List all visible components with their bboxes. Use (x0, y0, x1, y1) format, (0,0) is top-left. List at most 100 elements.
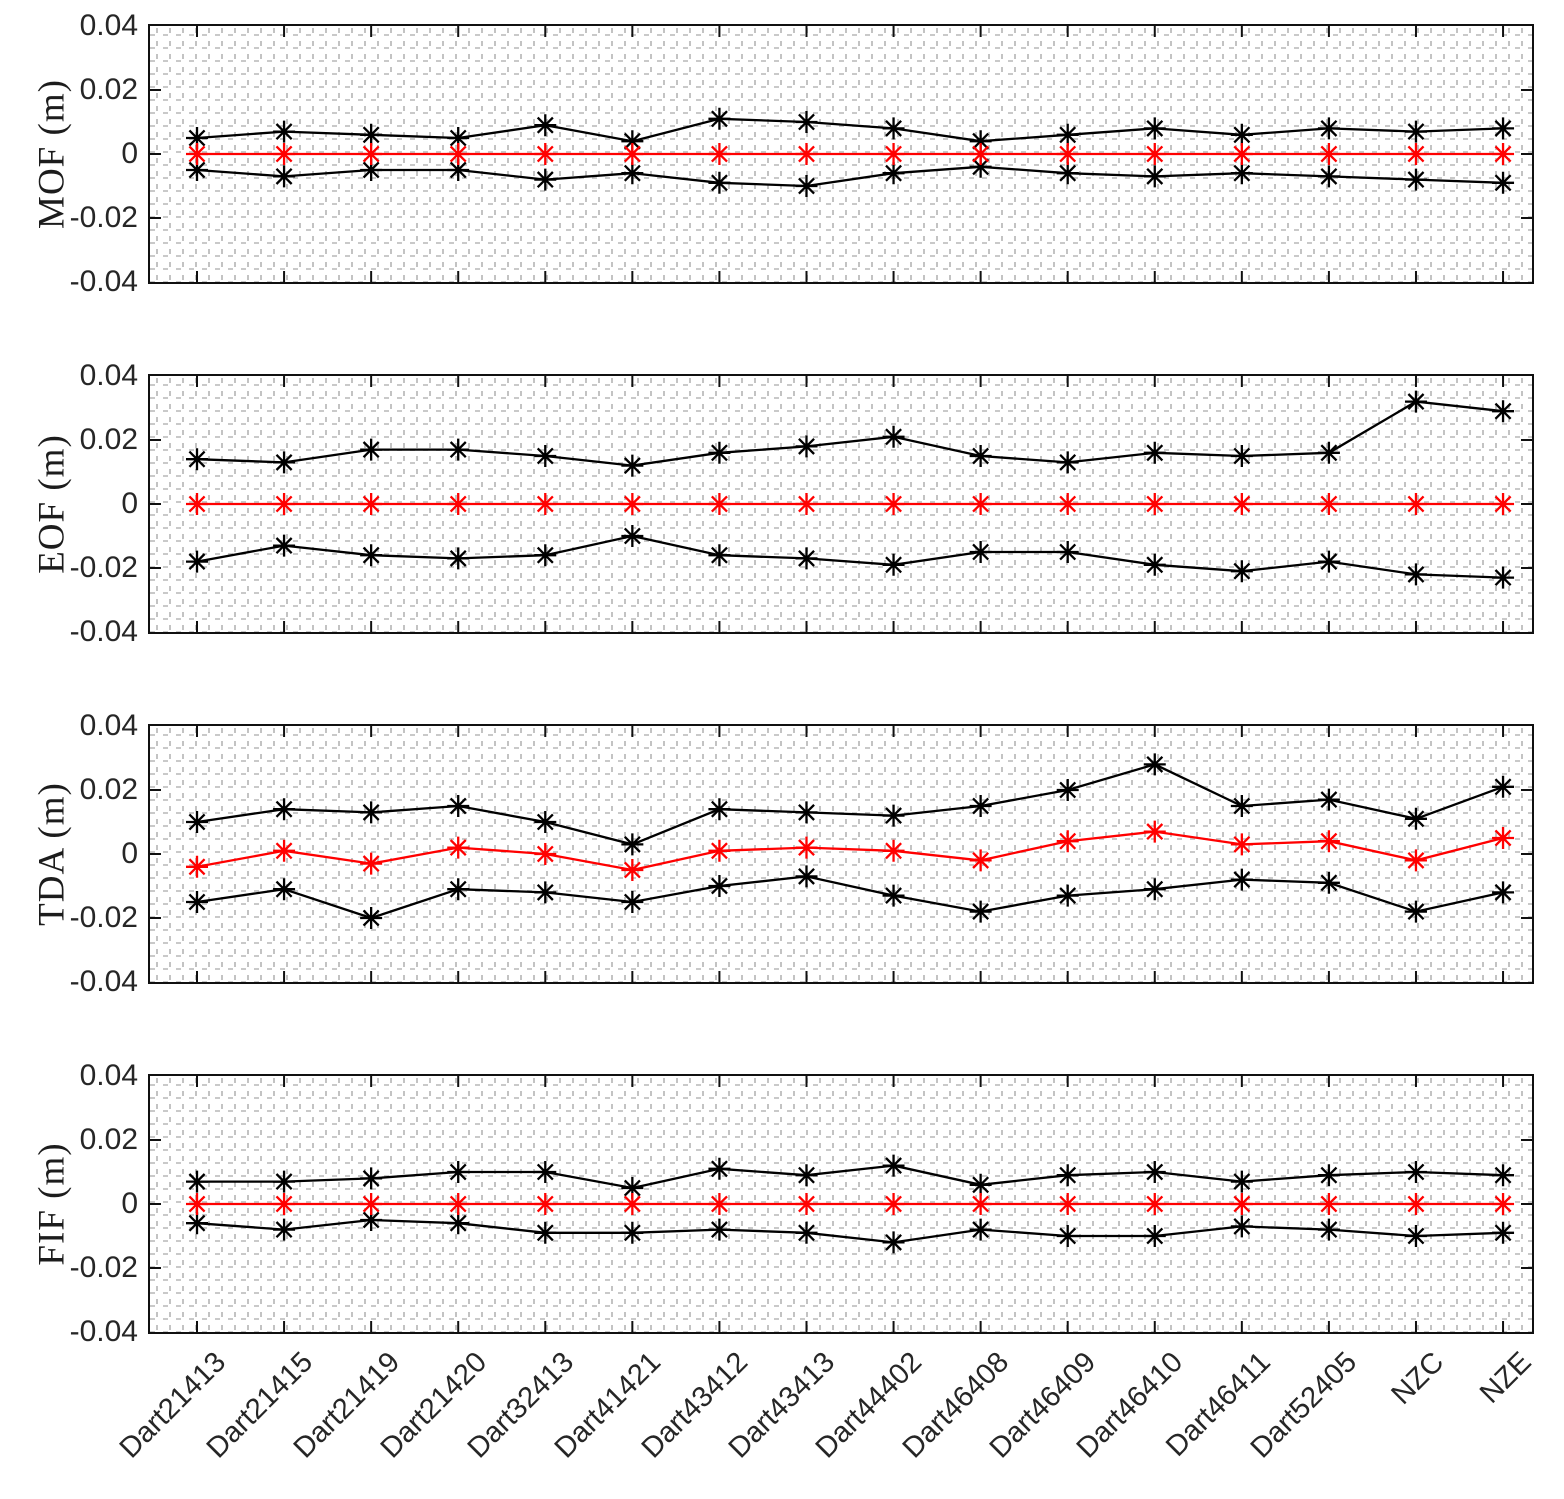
lower-bound-marker (1143, 553, 1166, 576)
upper-bound-marker (273, 798, 296, 821)
center-marker (708, 1193, 731, 1215)
upper-bound-marker (1056, 123, 1079, 146)
upper-bound-marker (969, 130, 992, 153)
y-tick-label: 0.02 (79, 1123, 138, 1156)
upper-bound-marker (1317, 117, 1340, 140)
upper-bound-marker (1492, 775, 1515, 798)
lower-bound-marker (534, 544, 557, 567)
lower-bound-line (196, 165, 1504, 188)
center-marker (534, 1193, 557, 1215)
x-tick-label: NZE (1474, 1346, 1538, 1410)
lower-bound-marker (186, 159, 208, 181)
lower-bound-marker (969, 155, 992, 178)
center-marker (969, 143, 992, 165)
y-tick-label: -0.02 (69, 551, 138, 584)
lower-bound-marker (1404, 168, 1427, 191)
y-tick-label: 0.02 (79, 423, 138, 456)
upper-bound-marker (621, 454, 644, 477)
y-tick-label: 0 (121, 1187, 138, 1220)
plot-area-mof (148, 24, 1534, 284)
upper-bound-marker (1056, 1164, 1079, 1187)
upper-bound-marker (447, 127, 470, 149)
lower-bound-marker (1230, 560, 1253, 583)
upper-bound-marker (360, 1167, 383, 1190)
upper-bound-marker (1143, 441, 1166, 464)
upper-bound-marker (621, 1177, 644, 1199)
upper-bound-marker (447, 1161, 470, 1183)
lower-bound-marker (1143, 878, 1166, 901)
upper-bound-marker (969, 795, 992, 817)
upper-bound-marker (1230, 445, 1253, 467)
center-marker (969, 493, 992, 515)
chart-svg-fif (150, 1076, 1532, 1332)
upper-bound-marker (708, 107, 731, 130)
center-marker (795, 493, 818, 515)
y-tick-label: -0.02 (69, 901, 138, 934)
lower-bound-marker (882, 1231, 905, 1254)
lower-bound-marker (360, 159, 383, 181)
center-marker (621, 1193, 644, 1215)
lower-bound-marker (795, 1221, 818, 1244)
upper-bound-marker (534, 811, 557, 833)
center-marker (273, 1193, 296, 1215)
center-marker (882, 839, 905, 862)
upper-bound-marker (186, 448, 208, 471)
lower-bound-marker (534, 881, 557, 904)
upper-bound-marker (186, 811, 208, 833)
lower-bound-marker (447, 159, 470, 181)
lower-bound-marker (1230, 868, 1253, 891)
lower-bound-marker (1492, 566, 1515, 589)
upper-bound-marker (1492, 117, 1515, 140)
upper-bound-marker (969, 1173, 992, 1196)
center-marker (186, 143, 208, 165)
lower-bound-marker (1056, 884, 1079, 907)
center-marker (795, 143, 818, 165)
lower-bound-marker (1317, 550, 1340, 573)
center-marker (621, 143, 644, 165)
center-marker (1143, 493, 1166, 515)
y-tick-label: -0.04 (69, 965, 138, 998)
lower-bound-marker (186, 550, 208, 573)
center-marker (1492, 827, 1515, 849)
upper-bound-marker (708, 441, 731, 464)
upper-bound-marker (534, 445, 557, 467)
upper-bound-marker (1404, 120, 1427, 143)
center-marker (1404, 849, 1427, 872)
upper-bound-line (196, 763, 1504, 846)
center-marker (534, 843, 557, 865)
center-marker (1143, 820, 1166, 843)
upper-bound-marker (708, 798, 731, 821)
lower-bound-marker (273, 1218, 296, 1241)
y-tick-label: 0 (121, 487, 138, 520)
center-marker (534, 493, 557, 515)
y-tick-label: 0.04 (79, 9, 138, 42)
y-tick-label: 0.04 (79, 359, 138, 392)
y-tick-label: -0.02 (69, 201, 138, 234)
y-tick-label: 0.04 (79, 709, 138, 742)
center-marker (621, 493, 644, 515)
lower-bound-marker (447, 1212, 470, 1235)
plot-area-fif (148, 1074, 1534, 1334)
lower-bound-line (196, 875, 1504, 920)
lower-bound-line (196, 534, 1504, 579)
upper-bound-marker (882, 425, 905, 448)
center-line (196, 830, 1504, 872)
upper-bound-marker (1230, 123, 1253, 146)
upper-bound-marker (360, 438, 383, 461)
chart-svg-tda (150, 726, 1532, 982)
center-marker (1404, 143, 1427, 165)
upper-bound-marker (534, 114, 557, 137)
upper-bound-marker (447, 795, 470, 817)
lower-bound-marker (969, 541, 992, 563)
lower-bound-marker (882, 884, 905, 907)
center-marker (360, 852, 383, 875)
lower-bound-marker (1317, 871, 1340, 894)
center-marker (1492, 493, 1515, 515)
lower-bound-marker (534, 168, 557, 191)
upper-bound-marker (1404, 1161, 1427, 1183)
center-marker (447, 493, 470, 515)
y-tick-label: -0.02 (69, 1251, 138, 1284)
center-marker (1143, 143, 1166, 165)
upper-bound-marker (360, 123, 383, 146)
